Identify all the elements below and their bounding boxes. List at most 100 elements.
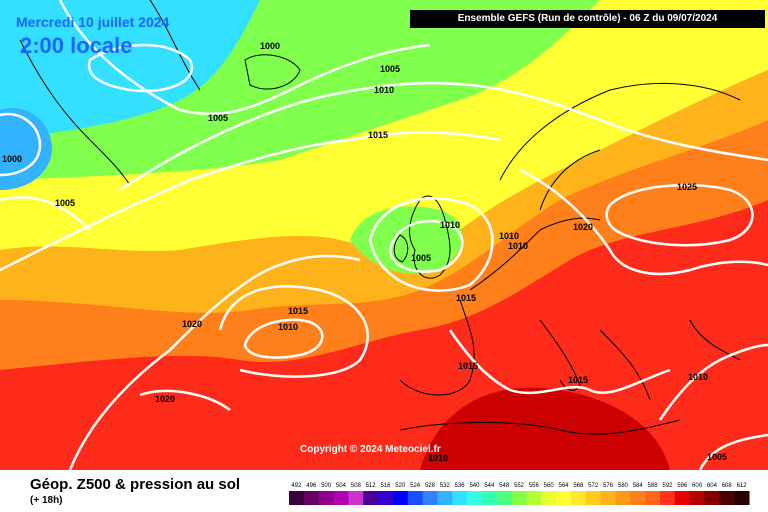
band-cyan <box>0 0 260 140</box>
isobar-1000-west <box>0 112 42 177</box>
isobar-1000-north <box>87 43 194 93</box>
scale-swatch-528 <box>422 491 438 505</box>
scale-swatch-536 <box>452 491 468 505</box>
scale-swatch-592 <box>659 491 676 505</box>
band-dark-red-africa <box>420 387 670 470</box>
scale-tick-544: 544 <box>484 483 495 489</box>
scale-swatch-576 <box>600 491 616 505</box>
scale-tick-580: 580 <box>618 483 629 489</box>
scale-swatch-544 <box>481 491 498 505</box>
isobar-1005-se <box>698 433 768 470</box>
label-1005-c: 1005 <box>208 113 228 123</box>
color-scale: 492 496 500 504 508 512 516 520 524 528 532 536 540 5… <box>289 483 750 505</box>
run-banner: Ensemble GEFS (Run de contrôle) - 06 Z d… <box>410 10 765 28</box>
label-1015-med: 1015 <box>458 361 478 371</box>
scale-swatch-556 <box>526 491 542 505</box>
label-1025: 1025 <box>677 182 697 192</box>
scale-tick-588: 588 <box>648 483 659 489</box>
forecast-time: 2:00 locale <box>20 33 133 58</box>
scale-swatch-540 <box>467 491 483 505</box>
scale-tick-492: 492 <box>291 483 302 489</box>
label-1015-fr: 1015 <box>456 293 476 303</box>
isobar-1015 <box>0 131 501 272</box>
scale-swatch-568 <box>570 491 587 505</box>
scale-tick-512: 512 <box>366 483 377 489</box>
label-1020-e: 1020 <box>573 222 593 232</box>
coast-uk <box>393 195 451 279</box>
isobar-1005-n <box>58 0 431 116</box>
scale-tick-592: 592 <box>662 483 673 489</box>
isobar-1015-med <box>448 329 671 395</box>
band-blue <box>0 108 52 190</box>
scale-tick-500: 500 <box>321 483 332 489</box>
scale-tick-516: 516 <box>380 483 391 489</box>
scale-swatch-520 <box>392 491 409 505</box>
scale-swatch-596 <box>674 491 691 505</box>
forecast-date: Mercredi 10 juillet 2024 <box>16 14 170 30</box>
isobar-1020-sw <box>139 389 231 412</box>
label-1015-it: 1015 <box>568 375 588 385</box>
label-1005-se: 1005 <box>707 452 727 462</box>
scale-tick-528: 528 <box>425 483 436 489</box>
scale-swatch-524 <box>407 491 424 505</box>
isobar-1020-w <box>68 254 361 470</box>
scale-swatch-584 <box>630 491 646 505</box>
scale-tick-564: 564 <box>559 483 570 489</box>
isobar-1010-e <box>658 343 768 421</box>
coast-europe <box>399 217 601 396</box>
scale-swatch-604 <box>704 491 720 505</box>
coast-iceland <box>244 54 301 90</box>
scale-swatch-560 <box>541 491 557 505</box>
isobar-1025 <box>605 183 754 247</box>
scale-tick-600: 600 <box>692 483 703 489</box>
isobar-labels: 1000 1000 1005 1005 1005 1010 1015 1010 … <box>2 41 727 463</box>
coast-mediterranean <box>399 419 681 435</box>
scale-swatch-588 <box>645 491 661 505</box>
scale-tick-556: 556 <box>529 483 540 489</box>
isobars <box>0 0 768 470</box>
scale-swatch-580 <box>615 491 631 505</box>
scale-tick-504: 504 <box>336 483 347 489</box>
isobar-low-mid-atlantic <box>243 318 324 359</box>
scale-tick-576: 576 <box>603 483 614 489</box>
scale-tick-612: 612 <box>737 483 748 489</box>
scale-tick-508: 508 <box>351 483 362 489</box>
scale-tick-596: 596 <box>677 483 688 489</box>
scale-swatch-572 <box>585 491 602 505</box>
map-subtitle: (+ 18h) <box>30 495 63 506</box>
label-1010-uk: 1010 <box>440 220 460 230</box>
scale-swatch-564 <box>556 491 572 505</box>
label-1005-uk: 1005 <box>411 253 431 263</box>
label-1020-sw: 1020 <box>155 394 175 404</box>
scale-swatch-612 <box>734 491 750 505</box>
scale-swatch-552 <box>511 491 527 505</box>
scale-tick-496: 496 <box>306 483 317 489</box>
label-1005-n: 1005 <box>380 64 400 74</box>
scale-tick-540: 540 <box>469 483 480 489</box>
map-title: Géop. Z500 & pression au sol <box>30 476 241 493</box>
scale-tick-560: 560 <box>544 483 555 489</box>
scale-swatch-512 <box>363 491 379 505</box>
scale-swatch-504 <box>333 491 349 505</box>
scale-tick-552: 552 <box>514 483 525 489</box>
isobar-low-uk <box>388 220 464 273</box>
coast-scandinavia <box>499 82 741 211</box>
label-1010-af: 1010 <box>428 453 448 463</box>
scale-tick-584: 584 <box>633 483 644 489</box>
scale-swatch-608 <box>719 491 735 505</box>
coast-balkans <box>599 319 741 401</box>
isobar-1010-uk <box>368 197 494 292</box>
label-1010-se: 1010 <box>688 372 708 382</box>
label-1000-w: 1000 <box>2 154 22 164</box>
scale-tick-604: 604 <box>707 483 718 489</box>
isobar-1010 <box>119 81 768 192</box>
label-1005-w: 1005 <box>55 198 75 208</box>
scale-swatch-532 <box>437 491 453 505</box>
weather-map: 1000 1000 1005 1005 1005 1010 1015 1010 … <box>0 0 768 470</box>
scale-tick-572: 572 <box>588 483 599 489</box>
scale-swatch-548 <box>496 491 513 505</box>
scale-tick-524: 524 <box>410 483 421 489</box>
isobar-1020-e <box>519 168 768 276</box>
scale-swatch-508 <box>348 491 364 505</box>
